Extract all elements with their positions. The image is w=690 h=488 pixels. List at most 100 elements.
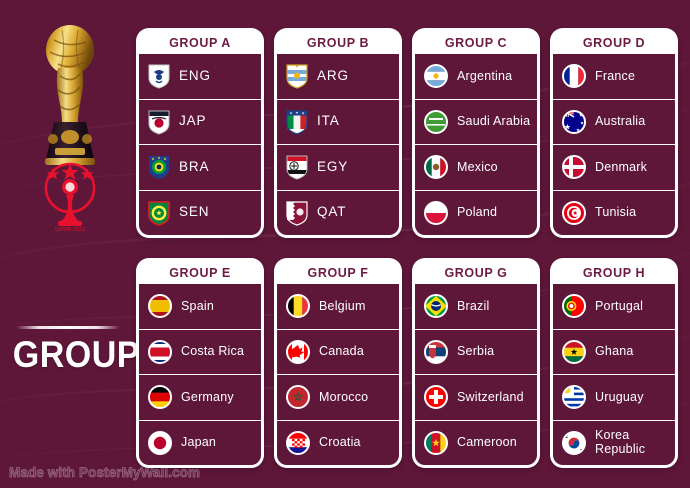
tournament-emblem-icon: QATAR 2022 xyxy=(36,158,104,234)
team-row[interactable]: ITA xyxy=(277,100,399,145)
group-card: GROUP H Portugal Ghana Uruguay Korea Republi… xyxy=(550,258,678,468)
team-row[interactable]: EGY xyxy=(277,145,399,191)
team-row[interactable]: Uruguay xyxy=(553,375,675,421)
group-card: GROUP F Belgium Canada Morocco Croatia xyxy=(274,258,402,468)
team-row[interactable]: Germany xyxy=(139,375,261,421)
team-row[interactable]: BRA xyxy=(139,145,261,191)
group-card: GROUP B ARG ITA EGY QAT xyxy=(274,28,402,238)
team-name: Australia xyxy=(595,114,646,128)
team-row[interactable]: Cameroon xyxy=(415,421,537,466)
group-header: GROUP B xyxy=(306,35,370,50)
team-row[interactable]: Croatia xyxy=(277,421,399,466)
senegal-crest-icon xyxy=(147,200,171,226)
team-name: Mexico xyxy=(457,159,498,174)
team-name: Croatia xyxy=(319,435,361,449)
groups-title-block: GROUPS xyxy=(8,326,164,375)
team-name: EGY xyxy=(317,158,349,174)
team-row[interactable]: Spain xyxy=(139,284,261,330)
team-row[interactable]: Argentina xyxy=(415,54,537,100)
team-name: Switzerland xyxy=(457,389,524,404)
team-row[interactable]: Poland xyxy=(415,191,537,236)
team-row[interactable]: Ghana xyxy=(553,330,675,375)
team-name: France xyxy=(595,68,636,83)
page-title: GROUPS xyxy=(12,334,164,375)
group-header: GROUP G xyxy=(444,265,508,280)
portugal-flag-icon xyxy=(561,293,587,319)
left-branding-panel: QATAR 2022 GROUPS xyxy=(0,0,164,488)
team-name: Japan xyxy=(181,435,217,449)
team-name: Poland xyxy=(457,205,498,219)
group-team-list: Spain Costa Rica Germany Japan xyxy=(139,284,261,465)
argentina-crest-icon xyxy=(285,63,309,89)
team-row[interactable]: Belgium xyxy=(277,284,399,330)
denmark-flag-icon xyxy=(561,154,587,180)
team-row[interactable]: Korea Republic xyxy=(553,421,675,466)
qatar-crest-icon xyxy=(285,200,309,226)
team-row[interactable]: Brazil xyxy=(415,284,537,330)
watermark: Made with PosterMyWall.com xyxy=(9,465,201,481)
japan-crest-icon xyxy=(147,109,171,135)
team-row[interactable]: France xyxy=(553,54,675,100)
team-row[interactable]: Switzerland xyxy=(415,375,537,421)
brazil-flag-icon xyxy=(423,293,449,319)
team-name: Serbia xyxy=(457,344,495,358)
team-name: Spain xyxy=(181,298,214,313)
team-name: QAT xyxy=(317,204,347,220)
team-row[interactable]: Portugal xyxy=(553,284,675,330)
team-row[interactable]: SEN xyxy=(139,191,261,236)
group-card: GROUP A ENG JAP BRA SEN xyxy=(136,28,264,238)
team-row[interactable]: Morocco xyxy=(277,375,399,421)
team-row[interactable]: Mexico xyxy=(415,145,537,191)
group-team-list: France Australia Denmark Tunisia xyxy=(553,54,675,235)
argentina-flag-icon xyxy=(423,63,449,89)
spain-flag-icon xyxy=(147,293,173,319)
team-name: Saudi Arabia xyxy=(457,114,531,128)
team-name: Portugal xyxy=(595,298,644,313)
team-name: Belgium xyxy=(319,298,366,313)
switzerland-flag-icon xyxy=(423,384,449,410)
belgium-flag-icon xyxy=(285,293,311,319)
team-row[interactable]: Japan xyxy=(139,421,261,466)
group-team-list: ARG ITA EGY QAT xyxy=(277,54,399,235)
team-name: Germany xyxy=(181,389,234,404)
ghana-flag-icon xyxy=(561,339,587,365)
team-row[interactable]: Canada xyxy=(277,330,399,375)
team-name: Canada xyxy=(319,344,364,358)
team-row[interactable]: JAP xyxy=(139,100,261,145)
team-row[interactable]: Serbia xyxy=(415,330,537,375)
team-name: ITA xyxy=(317,113,340,129)
morocco-flag-icon xyxy=(285,384,311,410)
group-header: GROUP A xyxy=(169,35,231,50)
group-team-list: Portugal Ghana Uruguay Korea Republic xyxy=(553,284,675,465)
australia-flag-icon xyxy=(561,109,587,135)
team-row[interactable]: Costa Rica xyxy=(139,330,261,375)
team-row[interactable]: ARG xyxy=(277,54,399,100)
groups-grid: GROUP A ENG JAP BRA SEN GROUP B ARG ITA EGY QAT GR… xyxy=(136,28,686,468)
egypt-crest-icon xyxy=(285,154,309,180)
team-row[interactable]: Saudi Arabia xyxy=(415,100,537,145)
team-row[interactable]: Denmark xyxy=(553,145,675,191)
team-row[interactable]: Tunisia xyxy=(553,191,675,236)
group-card: GROUP G Brazil Serbia Switzerland Cameroon xyxy=(412,258,540,468)
group-team-list: ENG JAP BRA SEN xyxy=(139,54,261,235)
group-header: GROUP H xyxy=(582,265,646,280)
germany-flag-icon xyxy=(147,384,173,410)
tunisia-flag-icon xyxy=(561,200,587,226)
team-row[interactable]: QAT xyxy=(277,191,399,236)
team-name: Korea Republic xyxy=(595,428,646,456)
team-name: Brazil xyxy=(457,298,490,313)
team-row[interactable]: ENG xyxy=(139,54,261,100)
uruguay-flag-icon xyxy=(561,384,587,410)
team-row[interactable]: Australia xyxy=(553,100,675,145)
group-team-list: Brazil Serbia Switzerland Cameroon xyxy=(415,284,537,465)
team-name: Costa Rica xyxy=(181,344,245,358)
france-flag-icon xyxy=(561,63,587,89)
title-divider-rule xyxy=(16,326,120,329)
team-name: JAP xyxy=(179,113,207,129)
poland-flag-icon xyxy=(423,200,449,226)
world-cup-trophy-icon xyxy=(28,18,112,178)
canada-flag-icon xyxy=(285,339,311,365)
team-name: Tunisia xyxy=(595,205,637,219)
group-team-list: Belgium Canada Morocco Croatia xyxy=(277,284,399,465)
korea-republic-flag-icon xyxy=(561,430,587,456)
